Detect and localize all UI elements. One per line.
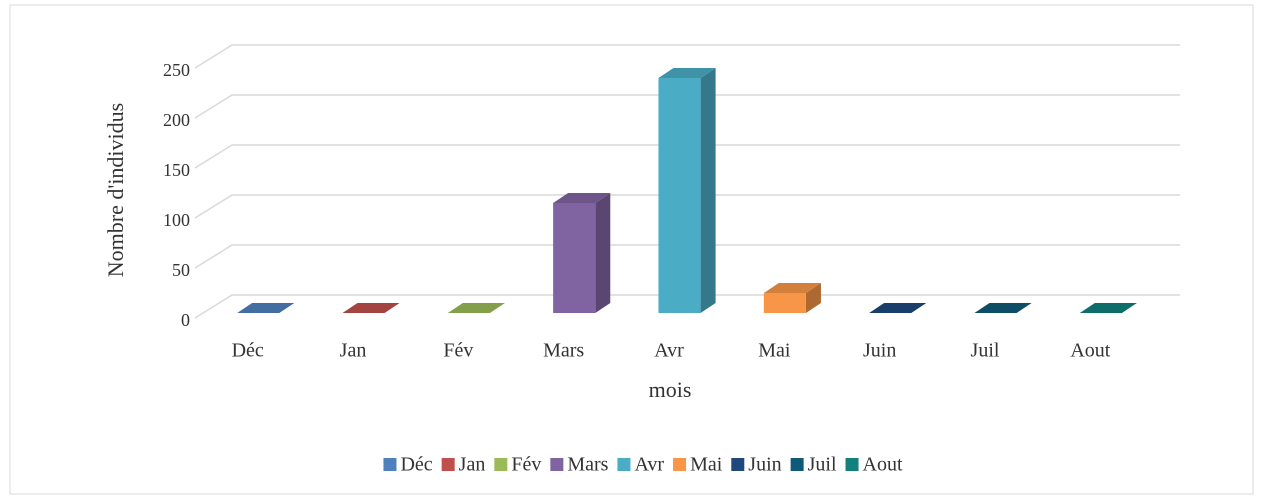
legend-swatch <box>845 458 859 471</box>
bar-top <box>1079 303 1137 313</box>
bar-front <box>658 78 701 313</box>
bar-top <box>447 303 505 313</box>
bar <box>763 283 821 313</box>
legend-swatch <box>383 458 397 471</box>
y-tick-label: 0 <box>181 310 190 330</box>
bar <box>553 193 611 313</box>
bar <box>869 303 927 313</box>
bar <box>342 303 400 313</box>
bar-side <box>595 193 611 313</box>
grid-line <box>194 94 1180 119</box>
bar-top <box>763 283 821 293</box>
bar-side <box>700 68 716 313</box>
x-tick-label: Juin <box>863 340 896 362</box>
y-tick-label: 100 <box>163 210 190 230</box>
grid-line <box>194 194 1180 219</box>
legend-swatch <box>673 458 687 471</box>
bar-top <box>237 303 295 313</box>
bar-front <box>553 203 596 313</box>
legend-label: Fév <box>511 454 541 476</box>
legend-swatch <box>617 458 631 471</box>
legend: Déc Jan Fév Mars Avr Mai Juin Juil Aout <box>383 454 903 476</box>
grid-line <box>194 144 1180 169</box>
bar <box>1079 303 1137 313</box>
grid-line <box>194 244 1180 269</box>
bar-top <box>974 303 1032 313</box>
y-tick-label: 50 <box>172 260 190 280</box>
x-tick-label: Fév <box>443 340 473 362</box>
legend-swatch <box>790 458 804 471</box>
bar <box>974 303 1032 313</box>
legend-swatch <box>441 458 455 471</box>
y-axis-title: Nombre d'individus <box>103 103 128 277</box>
legend-swatch <box>731 458 745 471</box>
bar <box>658 68 716 313</box>
x-tick-label: Jan <box>340 340 367 362</box>
x-axis-title: mois <box>649 377 692 402</box>
legend-swatch <box>550 458 564 471</box>
legend-label: Avr <box>634 454 664 476</box>
x-tick-label: Avr <box>654 340 684 362</box>
grid-line <box>194 44 1180 69</box>
legend-swatch <box>494 458 508 471</box>
bar-top <box>342 303 400 313</box>
grid-line <box>194 294 1180 319</box>
chart-border <box>9 4 1254 495</box>
x-tick-label: Mai <box>758 340 791 362</box>
bar-top <box>658 68 716 78</box>
legend-label: Juil <box>808 454 837 476</box>
legend-label: Jan <box>459 454 486 476</box>
legend-label: Mai <box>690 454 723 476</box>
bar-front <box>763 293 806 313</box>
y-tick-label: 200 <box>163 110 190 130</box>
y-tick-label: 150 <box>163 160 190 180</box>
x-tick-label: Aout <box>1070 340 1110 362</box>
legend-label: Déc <box>400 454 432 476</box>
x-tick-label: Mars <box>543 340 584 362</box>
bar-top <box>869 303 927 313</box>
bar-top <box>553 193 611 203</box>
bar <box>447 303 505 313</box>
x-tick-label: Déc <box>232 340 264 362</box>
legend-label: Aout <box>863 454 903 476</box>
bar <box>237 303 295 313</box>
y-tick-label: 250 <box>163 60 190 80</box>
legend-label: Mars <box>567 454 608 476</box>
x-tick-label: Juil <box>971 340 1000 362</box>
legend-label: Juin <box>748 454 781 476</box>
